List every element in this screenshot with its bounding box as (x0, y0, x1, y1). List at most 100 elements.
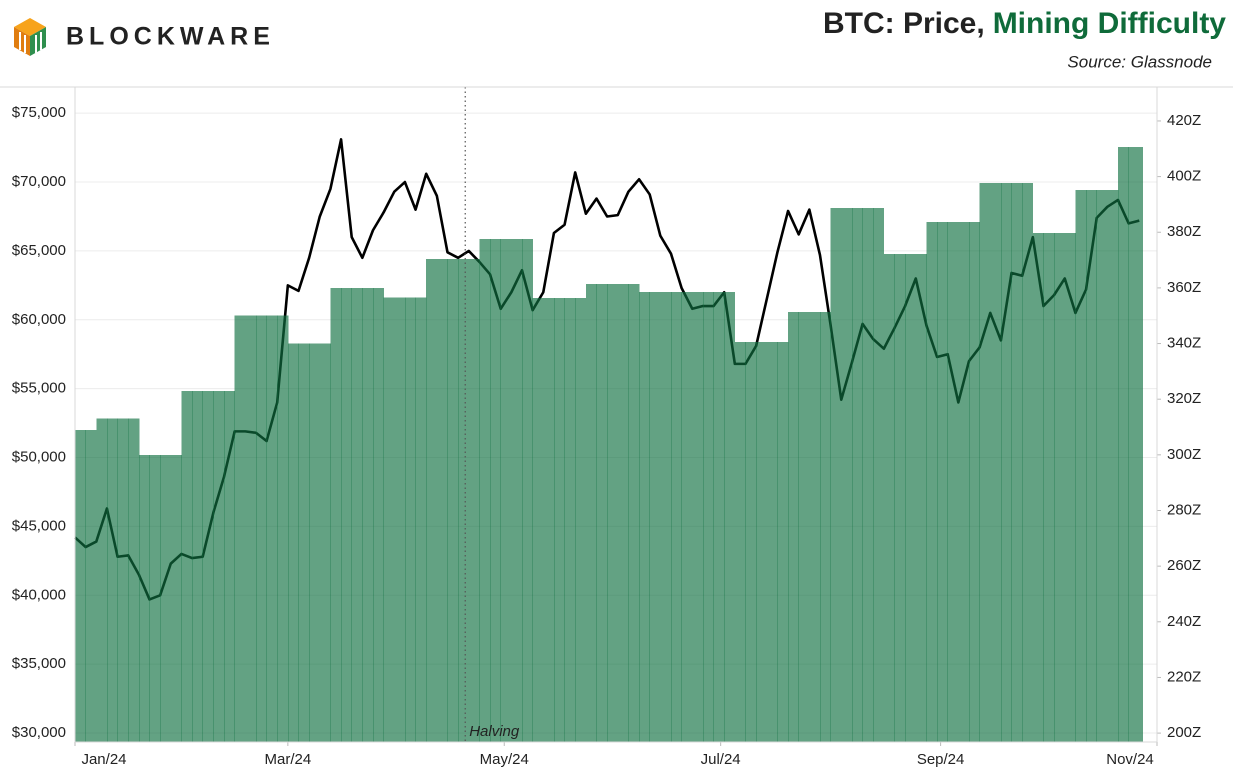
difficulty-step (575, 298, 587, 742)
y-tick-label: $45,000 (12, 517, 66, 534)
difficulty-step (1000, 182, 1012, 743)
difficulty-step (979, 182, 991, 743)
y2-tick-label: 280Z (1167, 501, 1201, 518)
y-tick-label: $75,000 (12, 104, 66, 121)
y2-tick-label: 220Z (1167, 668, 1201, 685)
difficulty-step (1117, 147, 1130, 743)
difficulty-step (553, 298, 565, 742)
difficulty-step (468, 258, 480, 742)
difficulty-step (106, 418, 118, 742)
difficulty-step (223, 390, 236, 742)
difficulty-step (500, 238, 512, 742)
difficulty-step (192, 390, 204, 742)
difficulty-step (426, 258, 438, 742)
y-tick-label: $70,000 (12, 173, 66, 190)
difficulty-step (883, 253, 895, 742)
source: Source: Glassnode (1067, 52, 1212, 71)
difficulty-step (436, 258, 448, 742)
difficulty-step (160, 454, 172, 742)
difficulty-step (1022, 182, 1034, 743)
difficulty-step (724, 292, 736, 742)
difficulty-step (617, 284, 629, 742)
difficulty-step (926, 221, 938, 742)
y2-tick-label: 200Z (1167, 724, 1201, 741)
x-tick-label: Nov/24 (1106, 751, 1154, 768)
difficulty-step (894, 253, 906, 742)
x-tick-label: Sep/24 (917, 751, 965, 768)
difficulty-step (341, 287, 353, 742)
difficulty-step (309, 343, 321, 742)
difficulty-step (532, 298, 544, 742)
difficulty-step (639, 292, 651, 742)
difficulty-step (1032, 233, 1044, 743)
difficulty-step (75, 429, 87, 742)
difficulty-step (1107, 189, 1119, 743)
difficulty-step (1064, 233, 1076, 743)
difficulty-step (298, 343, 310, 742)
difficulty-step (1054, 233, 1066, 743)
difficulty-step (138, 454, 150, 742)
difficulty-step (287, 343, 299, 742)
difficulty-step (255, 315, 267, 742)
difficulty-step (692, 292, 704, 742)
difficulty-step (415, 297, 427, 742)
difficulty-step (628, 284, 640, 742)
difficulty-step (277, 315, 289, 742)
difficulty-step (798, 312, 810, 742)
difficulty-step (585, 284, 597, 742)
difficulty-step (607, 284, 619, 742)
difficulty-step (958, 221, 970, 742)
difficulty-step (968, 221, 981, 742)
title-part: BTC: Price, (823, 7, 985, 40)
logo-icon (14, 18, 46, 56)
difficulty-step (756, 342, 768, 742)
difficulty-step (670, 292, 683, 742)
x-tick-label: Jul/24 (701, 751, 741, 768)
annotation-label: Halving (469, 723, 520, 740)
difficulty-step (96, 418, 108, 742)
difficulty-step (447, 258, 459, 742)
difficulty-step (319, 343, 331, 742)
difficulty-step (1096, 189, 1108, 743)
difficulty-step (649, 292, 661, 742)
x-tick-label: Jan/24 (81, 751, 126, 768)
difficulty-step (947, 221, 959, 742)
difficulty-step (734, 342, 746, 742)
y2-tick-label: 420Z (1167, 112, 1201, 129)
chart-title: BTC: Price, Mining Difficulty (823, 7, 1226, 40)
x-tick-label: May/24 (480, 751, 529, 768)
difficulty-step (788, 312, 800, 742)
difficulty-step (830, 208, 842, 743)
difficulty-step (1139, 147, 1143, 743)
difficulty-step (202, 390, 214, 742)
y-tick-label: $30,000 (12, 724, 66, 741)
difficulty-step (128, 418, 140, 742)
difficulty-step (819, 312, 832, 742)
y2-tick-label: 340Z (1167, 335, 1201, 352)
difficulty-step (777, 342, 789, 742)
difficulty-step (702, 292, 714, 742)
difficulty-step (213, 390, 225, 742)
difficulty-step (266, 315, 278, 742)
y2-tick-label: 260Z (1167, 557, 1201, 574)
y-tick-label: $65,000 (12, 242, 66, 259)
difficulty-step (351, 287, 363, 742)
difficulty-step (809, 312, 821, 742)
difficulty-step (841, 208, 853, 743)
y-tick-label: $50,000 (12, 449, 66, 466)
y-tick-label: $35,000 (12, 655, 66, 672)
difficulty-step (245, 315, 257, 742)
difficulty-step (564, 298, 576, 742)
title-part: Mining Difficulty (993, 7, 1227, 40)
y-tick-label: $40,000 (12, 586, 66, 603)
y2-tick-label: 380Z (1167, 223, 1201, 240)
difficulty-step (851, 208, 863, 743)
difficulty-step (404, 297, 416, 742)
y2-tick-label: 360Z (1167, 279, 1201, 296)
difficulty-step (862, 208, 874, 743)
difficulty-step (596, 284, 608, 742)
difficulty-step (234, 315, 246, 742)
difficulty-step (660, 292, 672, 742)
difficulty-step (681, 292, 693, 742)
difficulty-step (383, 297, 395, 742)
